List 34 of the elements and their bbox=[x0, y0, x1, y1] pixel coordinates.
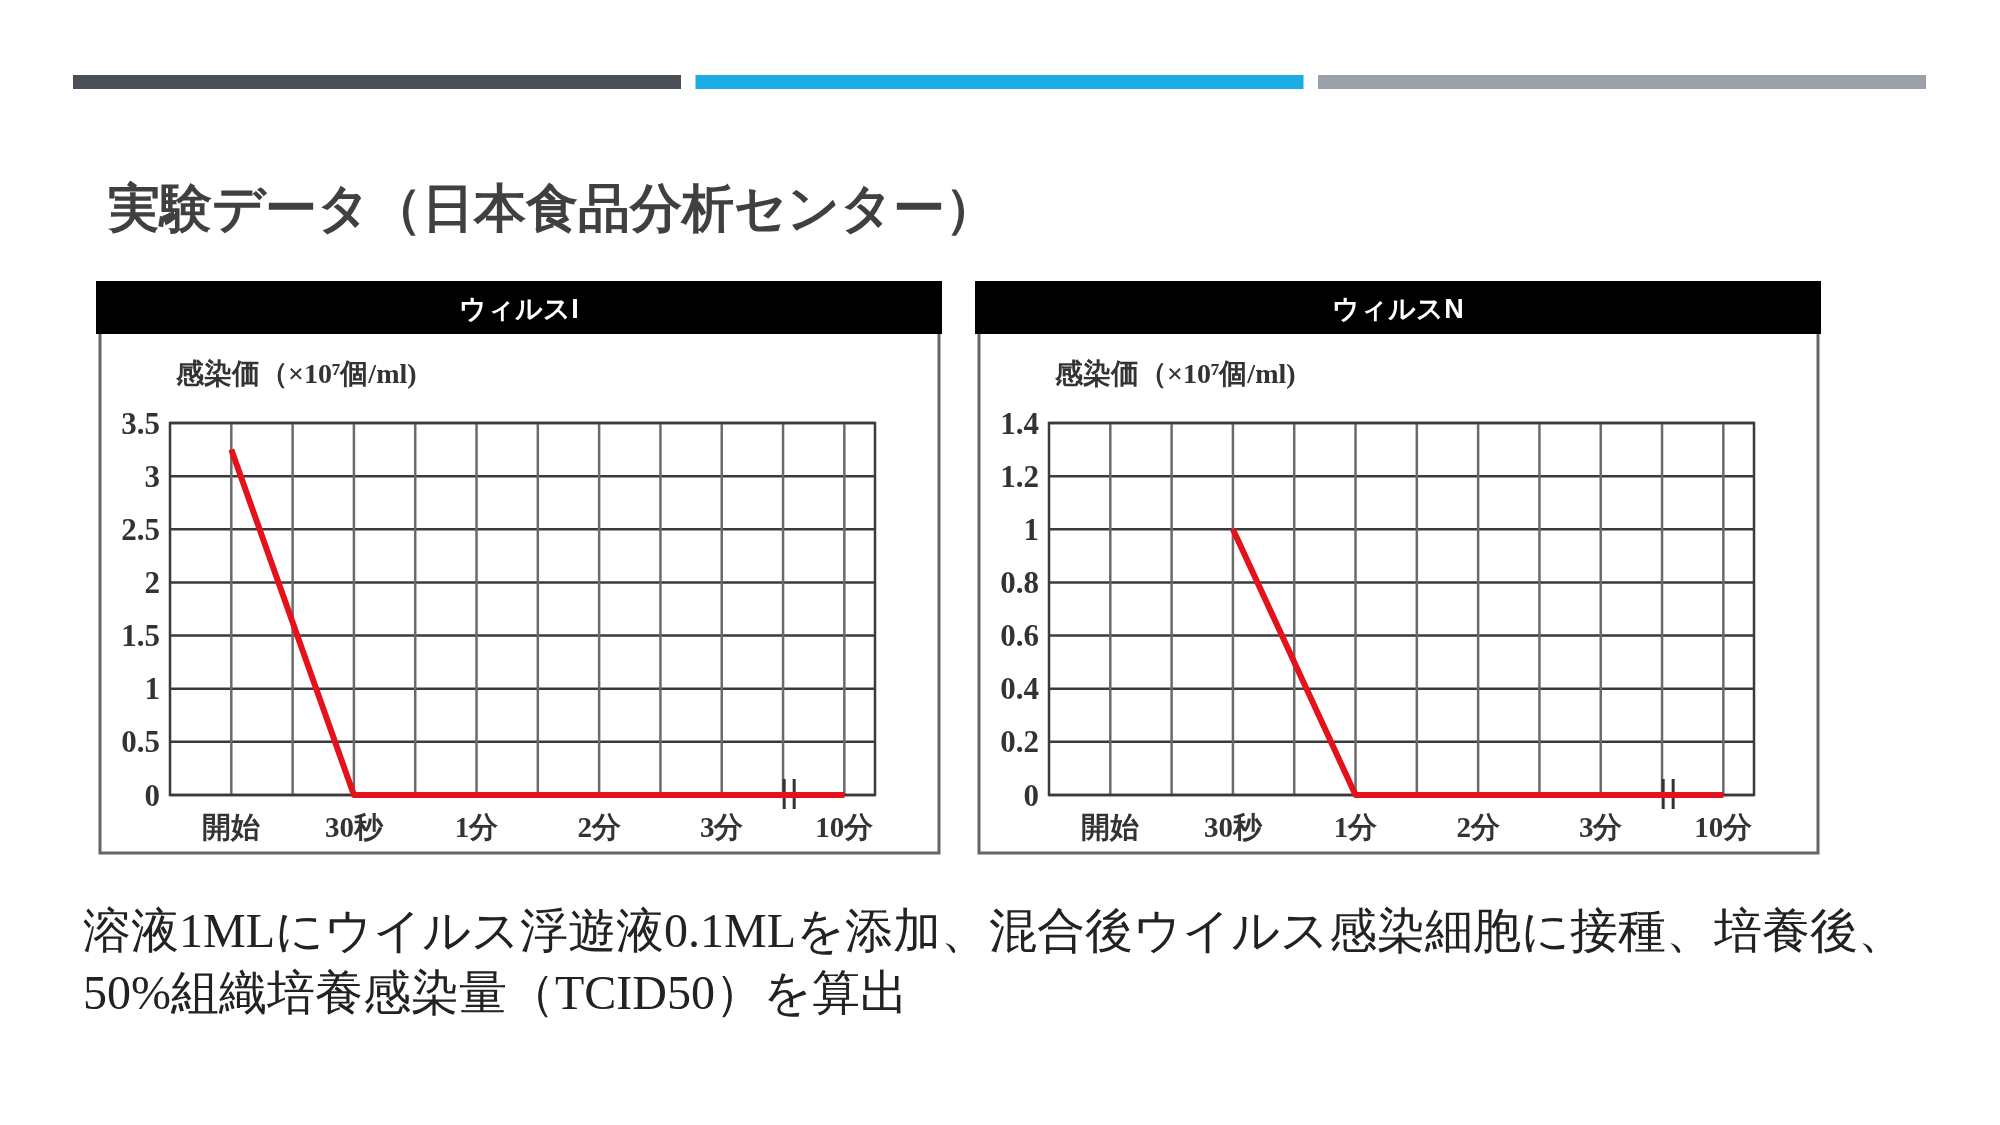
x-tick-label: 2分 bbox=[1456, 811, 1501, 843]
y-tick-label: 1 bbox=[1023, 511, 1039, 547]
x-tick-label: 1分 bbox=[454, 811, 500, 843]
text: 溶液1MLにウイルス浮遊液0.1MLを添加、混合後ウイルス感染細胞に接種、培養後、50%組織培養感染量（TCID50）を算出 bbox=[83, 903, 1907, 1021]
x-tick-label: 3分 bbox=[699, 811, 745, 843]
y-tick-label: 3.5 bbox=[121, 405, 160, 441]
chart-title: ウィルスN bbox=[1332, 294, 1464, 324]
x-tick-label: 30秒 bbox=[324, 811, 384, 843]
y-tick-label: 2 bbox=[144, 564, 160, 600]
y-tick-label: 3 bbox=[144, 458, 160, 494]
x-tick-label: 10分 bbox=[1694, 811, 1754, 843]
x-tick-label: 開始 bbox=[1081, 811, 1140, 843]
x-tick-label: 3分 bbox=[1578, 811, 1624, 843]
x-tick-label: 開始 bbox=[202, 811, 261, 843]
y-tick-label: 0.4 bbox=[1000, 671, 1039, 707]
x-tick-label: 30秒 bbox=[1203, 811, 1263, 843]
y-tick-label: 1 bbox=[144, 671, 160, 707]
y-tick-label: 0.2 bbox=[1000, 724, 1039, 760]
y-axis-title: 感染価（×10⁷個/ml) bbox=[175, 357, 417, 389]
chart-title: ウィルスI bbox=[459, 294, 579, 324]
text: 実験データ（日本食品分析センター） bbox=[108, 178, 997, 239]
y-tick-label: 1.5 bbox=[121, 618, 160, 654]
y-tick-label: 1.4 bbox=[1000, 405, 1039, 441]
y-tick-label: 0 bbox=[1023, 777, 1039, 813]
y-tick-label: 0.8 bbox=[1000, 564, 1039, 600]
y-tick-label: 1.2 bbox=[1000, 458, 1039, 494]
x-tick-label: 1分 bbox=[1333, 811, 1379, 843]
x-tick-label: 2分 bbox=[577, 811, 622, 843]
y-axis-title: 感染価（×10⁷個/ml) bbox=[1054, 357, 1296, 389]
y-tick-label: 2.5 bbox=[121, 511, 160, 547]
y-tick-label: 0.5 bbox=[121, 724, 160, 760]
x-tick-label: 10分 bbox=[815, 811, 875, 843]
y-tick-label: 0.6 bbox=[1000, 618, 1039, 654]
y-tick-label: 0 bbox=[144, 777, 160, 813]
